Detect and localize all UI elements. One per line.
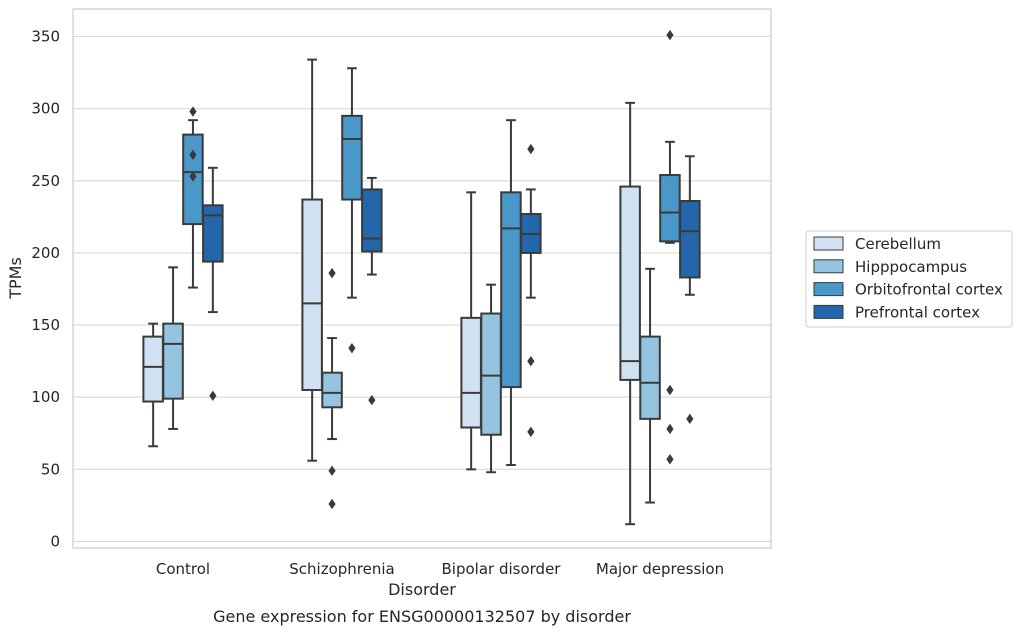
outlier-point xyxy=(527,426,535,438)
box-prefrontal-cortex xyxy=(679,155,701,425)
x-tick-label: Control xyxy=(156,560,210,578)
y-axis-label: TPMs xyxy=(6,257,25,300)
y-tick-label: 50 xyxy=(41,460,60,478)
outlier-point xyxy=(328,465,336,476)
box-body xyxy=(202,204,224,263)
box-prefrontal-cortex xyxy=(520,143,542,438)
outlier-point xyxy=(328,267,336,279)
y-tick-label: 350 xyxy=(31,28,60,46)
legend-swatch xyxy=(813,304,844,319)
box-body xyxy=(460,316,482,429)
box-hipppocampus xyxy=(639,267,661,504)
chart-caption: Gene expression for ENSG00000132507 by d… xyxy=(213,607,631,626)
legend-swatch xyxy=(813,259,844,274)
y-tick-label: 150 xyxy=(31,316,60,334)
box-cerebellum xyxy=(301,58,323,462)
outlier-point xyxy=(666,423,674,435)
box-hipppocampus xyxy=(162,266,184,430)
box-body xyxy=(361,188,383,253)
y-tick-label: 250 xyxy=(31,172,60,190)
y-tick-label: 200 xyxy=(31,244,60,262)
y-tick-labels: 0 50 100 150 200 250 300 350 xyxy=(31,28,60,551)
box-orbitofrontal-cortex xyxy=(341,67,363,354)
box-body xyxy=(639,335,661,420)
legend-label: Hipppocampus xyxy=(855,258,967,276)
box-body xyxy=(341,114,363,201)
y-tick-label: 100 xyxy=(31,388,60,406)
box-body xyxy=(301,198,323,391)
box-body xyxy=(321,371,343,409)
box-body xyxy=(619,185,641,381)
box-prefrontal-cortex xyxy=(361,176,383,406)
legend-swatch xyxy=(813,236,844,251)
outlier-point xyxy=(328,498,336,510)
box-cerebellum xyxy=(460,191,482,471)
box-body xyxy=(659,174,681,243)
outlier-point xyxy=(209,390,217,401)
box-orbitofrontal-cortex xyxy=(182,106,204,289)
outlier-point xyxy=(686,413,694,425)
legend: Cerebellum Hipppocampus Orbitofrontal cort… xyxy=(805,230,1013,328)
x-tick-labels: Control Schizophrenia Bipolar disorder Majo… xyxy=(156,560,724,578)
outlier-point xyxy=(666,29,674,41)
legend-frame xyxy=(805,230,1013,328)
outlier-point xyxy=(527,143,535,155)
outlier-point xyxy=(189,171,197,182)
box-body xyxy=(480,312,502,436)
legend-swatch xyxy=(813,282,844,297)
legend-label: Prefrontal cortex xyxy=(855,303,980,321)
x-tick-label: Schizophrenia xyxy=(289,560,394,578)
box-hipppocampus xyxy=(480,283,502,474)
box-body xyxy=(679,199,701,279)
box-orbitofrontal-cortex xyxy=(659,29,681,465)
outlier-point xyxy=(348,342,356,354)
box-body xyxy=(142,335,164,403)
box-body xyxy=(162,322,184,400)
box-cerebellum xyxy=(619,101,641,526)
boxes xyxy=(142,29,701,526)
legend-label: Cerebellum xyxy=(855,235,941,253)
gridlines xyxy=(73,35,771,543)
x-axis-label: Disorder xyxy=(388,580,456,599)
outlier-point xyxy=(368,394,376,406)
outlier-point xyxy=(189,149,197,161)
box-cerebellum xyxy=(142,322,164,448)
x-tick-label: Major depression xyxy=(596,560,724,578)
box-hipppocampus xyxy=(321,267,343,510)
outlier-point xyxy=(666,454,674,465)
box-prefrontal-cortex xyxy=(202,166,224,401)
y-tick-label: 0 xyxy=(50,533,60,551)
y-tick-label: 300 xyxy=(31,100,60,118)
box-body xyxy=(500,191,522,389)
outlier-point xyxy=(666,384,674,396)
box-orbitofrontal-cortex xyxy=(500,119,522,467)
outlier-point xyxy=(189,106,197,117)
legend-label: Orbitofrontal cortex xyxy=(855,281,1003,299)
plot-area-frame xyxy=(72,8,772,549)
x-tick-label: Bipolar disorder xyxy=(442,560,562,578)
outlier-point xyxy=(527,355,535,367)
